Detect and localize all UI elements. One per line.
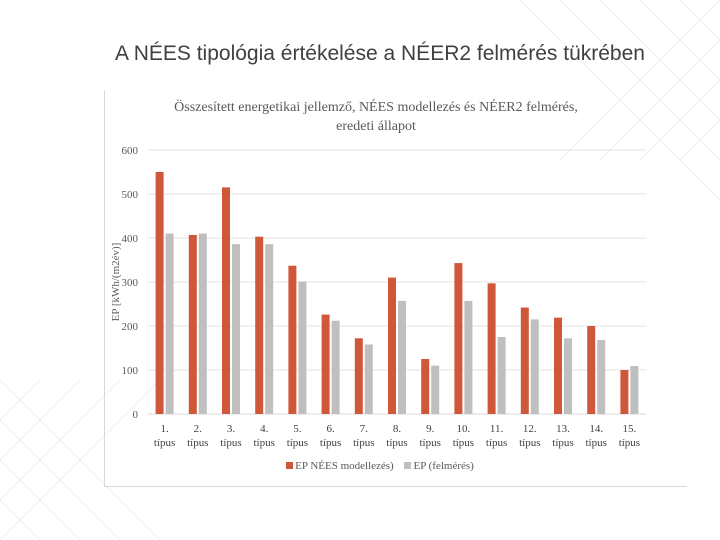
y-axis-label: EP [kWh/(m2év)] bbox=[110, 242, 122, 322]
bar-nees-3 bbox=[222, 187, 230, 414]
x-tick-label-number: 3. bbox=[227, 423, 236, 435]
x-tick-label-number: 4. bbox=[260, 423, 269, 435]
x-tick-label-type: típus bbox=[154, 437, 175, 449]
bar-nees-7 bbox=[354, 338, 363, 414]
y-tick-label: 400 bbox=[122, 233, 139, 245]
x-tick-label-number: 9. bbox=[426, 423, 435, 435]
legend-label-felmeres: EP (felmérés) bbox=[413, 460, 474, 472]
x-tick-label-number: 12. bbox=[523, 423, 537, 435]
chart-frame bbox=[104, 90, 687, 487]
bar-nees-4 bbox=[255, 236, 264, 414]
x-tick-label-type: típus bbox=[519, 437, 540, 449]
x-tick-label-type: típus bbox=[187, 437, 208, 449]
bar-felmeres-8 bbox=[398, 300, 406, 414]
x-tick-label-number: 6. bbox=[326, 423, 335, 435]
bar-felmeres-7 bbox=[364, 344, 373, 414]
bar-nees-13 bbox=[554, 317, 562, 414]
bar-felmeres-11 bbox=[497, 337, 506, 414]
x-tick-label-type: típus bbox=[287, 437, 308, 449]
bar-nees-9 bbox=[421, 359, 430, 414]
x-tick-label-number: 2. bbox=[194, 423, 203, 435]
x-tick-label-number: 11. bbox=[490, 423, 504, 435]
bar-nees-11 bbox=[487, 283, 496, 414]
y-tick-label: 200 bbox=[122, 321, 139, 333]
x-tick-label-type: típus bbox=[619, 437, 640, 449]
bar-nees-2 bbox=[188, 234, 197, 414]
bar-nees-15 bbox=[620, 370, 629, 414]
bar-nees-5 bbox=[288, 265, 297, 414]
x-tick-label-type: típus bbox=[220, 437, 241, 449]
bar-felmeres-1 bbox=[165, 233, 174, 414]
x-tick-label-type: típus bbox=[353, 437, 374, 449]
bar-felmeres-9 bbox=[431, 365, 440, 414]
x-tick-label-type: típus bbox=[419, 437, 440, 449]
x-tick-label-number: 8. bbox=[393, 423, 402, 435]
legend-label-nees: EP NÉES modellezés) bbox=[295, 460, 394, 472]
bar-nees-14 bbox=[587, 326, 596, 414]
bar-felmeres-14 bbox=[597, 340, 606, 414]
y-tick-label: 100 bbox=[122, 365, 139, 377]
x-tick-label-number: 13. bbox=[556, 423, 570, 435]
chart-title: Összesített energetikai jellemző, NÉES m… bbox=[174, 100, 578, 134]
y-tick-label: 300 bbox=[122, 277, 139, 289]
x-tick-label-type: típus bbox=[253, 437, 274, 449]
legend-item-nees: EP NÉES modellezés) bbox=[286, 460, 394, 472]
bar-nees-1 bbox=[155, 172, 164, 414]
x-tick-label-type: típus bbox=[453, 437, 474, 449]
bar-felmeres-15 bbox=[630, 366, 639, 414]
x-tick-label-type: típus bbox=[386, 437, 407, 449]
legend-item-felmeres: EP (felmérés) bbox=[404, 460, 474, 472]
x-tick-label-number: 5. bbox=[293, 423, 302, 435]
bar-nees-10 bbox=[454, 263, 463, 414]
bar-felmeres-10 bbox=[464, 300, 473, 414]
bar-felmeres-3 bbox=[232, 244, 240, 414]
bar-felmeres-2 bbox=[198, 233, 207, 414]
bar-nees-12 bbox=[520, 307, 529, 414]
bar-felmeres-5 bbox=[298, 281, 307, 414]
y-tick-label: 600 bbox=[122, 145, 139, 157]
x-tick-label-type: típus bbox=[486, 437, 507, 449]
x-tick-label-number: 10. bbox=[457, 423, 471, 435]
bar-nees-6 bbox=[321, 314, 330, 414]
x-tick-label-number: 14. bbox=[589, 423, 603, 435]
bar-nees-8 bbox=[388, 277, 396, 414]
bar-felmeres-6 bbox=[331, 320, 340, 414]
legend: EP NÉES modellezés) EP (felmérés) bbox=[0, 460, 720, 472]
x-tick-label-number: 7. bbox=[360, 423, 369, 435]
y-tick-label: 0 bbox=[133, 409, 139, 421]
legend-swatch-felmeres bbox=[404, 462, 412, 469]
bar-felmeres-12 bbox=[530, 319, 539, 414]
bar-felmeres-13 bbox=[564, 338, 572, 414]
x-tick-label-type: típus bbox=[585, 437, 606, 449]
x-tick-label-type: típus bbox=[552, 437, 573, 449]
y-tick-label: 500 bbox=[122, 189, 139, 201]
bar-felmeres-4 bbox=[265, 244, 274, 414]
x-tick-label-number: 1. bbox=[160, 423, 169, 435]
x-tick-label-type: típus bbox=[320, 437, 341, 449]
x-tick-label-number: 15. bbox=[623, 423, 637, 435]
legend-swatch-nees bbox=[286, 462, 294, 469]
slide-title: A NÉES tipológia értékelése a NÉER2 felm… bbox=[115, 42, 645, 65]
